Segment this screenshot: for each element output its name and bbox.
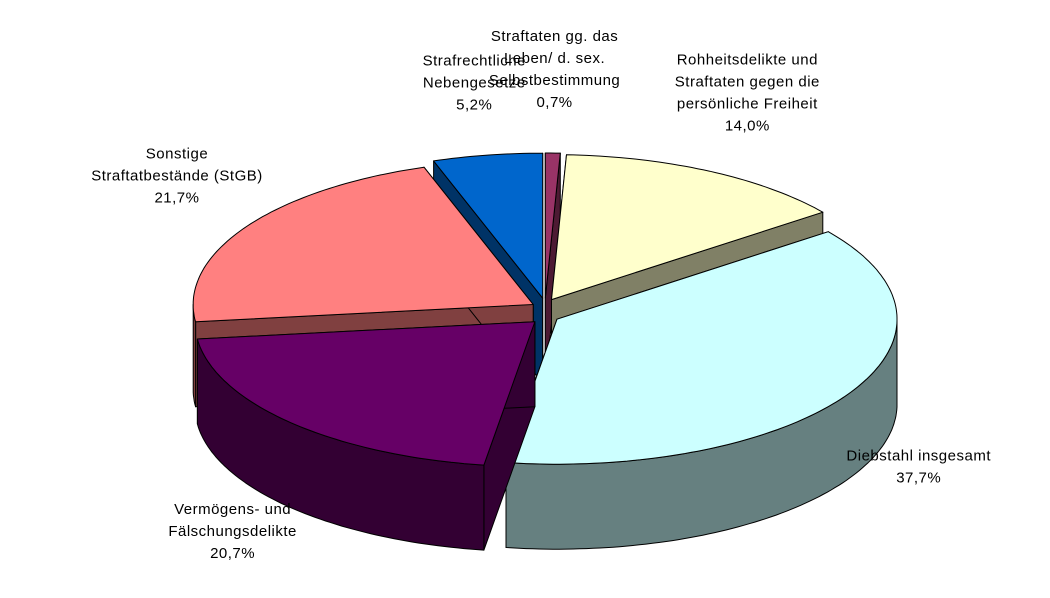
slice-label: Strafrechtliche Nebengesetze [423,53,526,92]
slice-label-line: Leben/ d. sex. [504,50,605,67]
slice-label-line: Selbstbestimmung [489,72,620,89]
slice-label-line: Straftatbestände (StGB) [91,168,263,185]
slice-label-line: Nebengesetze [423,75,526,92]
slice-value-label: 14,0% [725,118,770,135]
slice [433,152,544,299]
slice [551,154,824,301]
slice [192,166,534,323]
slice [544,152,561,299]
slice-value-label: 5,2% [456,97,492,114]
slice-label-line: Rohheitsdelikte und [677,52,818,69]
slice-label-line: persönliche Freiheit [677,96,818,113]
slice [196,321,536,466]
slice-label-line: Sonstige [146,146,208,163]
slice-label-line: Fälschungsdelikte [168,523,297,540]
slice-value-label: 0,7% [536,94,572,111]
slice-label: Sonstige Straftatbestände (StGB) [91,146,263,185]
slice-label-line: Vermögens- und [174,501,291,518]
slice-label-line: Diebstahl insgesamt [846,447,991,464]
slice-value-label: 37,7% [896,469,941,486]
slice-label: Diebstahl insgesamt [846,447,991,464]
slice-label: Vermögens- und Fälschungsdelikte [168,501,297,540]
slice-value-label: 21,7% [154,190,199,207]
slice-value-label: 20,7% [210,545,255,562]
slice-label-line: Straftaten gg. das [491,28,618,45]
slice [505,231,898,465]
slice-label-line: Straftaten gegen die [675,74,820,91]
slice-label-line: Strafrechtliche [423,53,526,70]
slice-label: Straftaten gg. das Leben/ d. sex. Selbstbe… [489,28,620,89]
slice-label: Rohheitsdelikte und Straftaten gegen die p… [675,52,820,113]
